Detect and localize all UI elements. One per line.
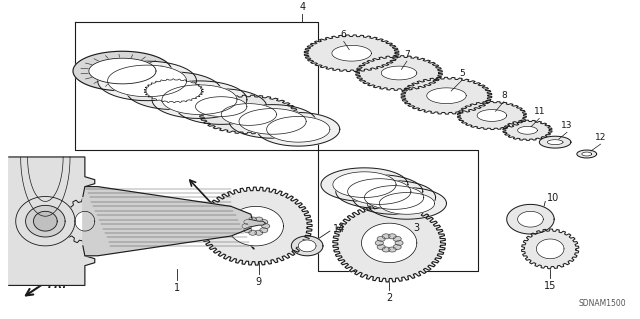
Polygon shape [395, 241, 403, 245]
Polygon shape [388, 234, 396, 239]
Polygon shape [353, 181, 436, 214]
Polygon shape [144, 79, 204, 103]
Polygon shape [332, 45, 371, 61]
Polygon shape [362, 223, 417, 263]
Polygon shape [321, 168, 408, 201]
Polygon shape [108, 65, 187, 97]
Polygon shape [242, 224, 250, 229]
Text: 7: 7 [404, 50, 410, 59]
Text: 2: 2 [386, 293, 392, 303]
Polygon shape [257, 113, 340, 146]
Polygon shape [16, 197, 75, 246]
Text: FR.: FR. [47, 280, 67, 290]
Polygon shape [239, 108, 306, 134]
Polygon shape [126, 72, 221, 109]
Polygon shape [540, 136, 571, 148]
Polygon shape [291, 236, 323, 256]
Polygon shape [367, 188, 447, 219]
Polygon shape [518, 211, 543, 227]
Text: 15: 15 [544, 281, 556, 292]
Polygon shape [375, 241, 383, 245]
Polygon shape [356, 56, 442, 90]
Polygon shape [507, 204, 554, 234]
Text: 8: 8 [501, 91, 507, 100]
Polygon shape [427, 88, 466, 104]
Polygon shape [9, 157, 95, 286]
Polygon shape [377, 245, 385, 249]
Polygon shape [458, 101, 527, 130]
Polygon shape [73, 51, 172, 91]
Text: 10: 10 [547, 193, 559, 204]
Polygon shape [262, 224, 269, 229]
Polygon shape [152, 81, 247, 118]
Text: 6: 6 [341, 30, 347, 40]
Polygon shape [200, 187, 312, 265]
Text: 12: 12 [595, 133, 606, 142]
Polygon shape [26, 205, 65, 237]
Polygon shape [382, 234, 390, 239]
Polygon shape [89, 58, 156, 84]
Polygon shape [364, 186, 424, 209]
Polygon shape [518, 126, 538, 134]
Polygon shape [522, 229, 579, 269]
Polygon shape [249, 219, 266, 227]
Polygon shape [381, 66, 417, 80]
Polygon shape [195, 97, 247, 116]
Polygon shape [244, 219, 252, 225]
Polygon shape [382, 247, 390, 252]
Polygon shape [267, 116, 330, 142]
Polygon shape [336, 175, 423, 208]
Text: 5: 5 [460, 69, 465, 78]
Polygon shape [388, 247, 396, 252]
Text: 3: 3 [413, 223, 420, 233]
Polygon shape [401, 77, 492, 114]
Polygon shape [393, 236, 401, 241]
Polygon shape [333, 172, 396, 197]
Text: 14: 14 [333, 224, 345, 234]
Polygon shape [304, 35, 399, 71]
Polygon shape [477, 109, 507, 122]
Polygon shape [582, 152, 592, 156]
Polygon shape [176, 89, 267, 124]
Polygon shape [33, 211, 57, 231]
Polygon shape [244, 228, 252, 233]
Polygon shape [393, 245, 401, 249]
Polygon shape [260, 219, 268, 225]
Polygon shape [62, 198, 108, 244]
Polygon shape [221, 104, 276, 125]
Text: 11: 11 [534, 108, 545, 116]
Polygon shape [83, 187, 253, 256]
Polygon shape [228, 206, 284, 246]
Text: 13: 13 [561, 121, 573, 130]
Polygon shape [333, 204, 445, 282]
Text: 1: 1 [173, 284, 180, 293]
Polygon shape [348, 179, 411, 204]
Polygon shape [200, 95, 298, 134]
Text: 9: 9 [256, 277, 262, 286]
Polygon shape [298, 240, 316, 252]
Polygon shape [249, 217, 257, 222]
Text: SDNAM1500: SDNAM1500 [579, 299, 627, 308]
Text: 4: 4 [299, 2, 305, 12]
Polygon shape [249, 230, 257, 235]
Polygon shape [577, 150, 596, 158]
Polygon shape [162, 85, 237, 115]
Polygon shape [229, 105, 316, 138]
Polygon shape [255, 217, 263, 222]
Polygon shape [75, 211, 95, 231]
Polygon shape [380, 193, 435, 214]
Polygon shape [536, 239, 564, 259]
Polygon shape [255, 230, 263, 235]
Polygon shape [98, 61, 196, 101]
Polygon shape [503, 120, 552, 140]
Polygon shape [260, 228, 268, 233]
Polygon shape [547, 140, 563, 145]
Polygon shape [377, 236, 385, 241]
